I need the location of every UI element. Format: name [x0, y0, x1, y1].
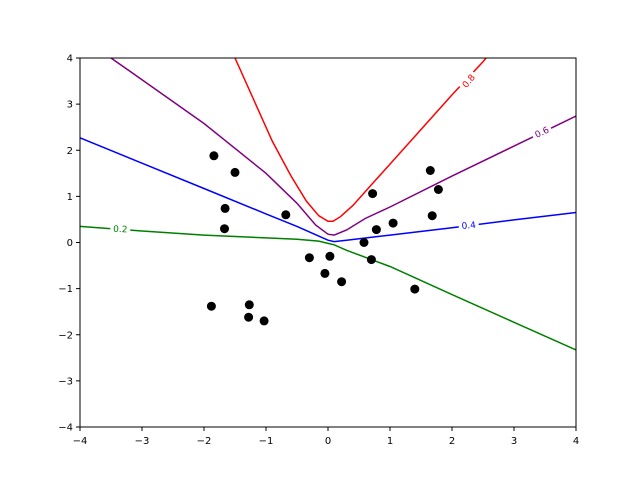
contour-label-gap-2 — [530, 122, 554, 142]
y-tick-label-8: 4 — [67, 54, 73, 65]
contour-label-0: 0.2 — [113, 225, 128, 236]
y-tick-label-6: 2 — [67, 146, 73, 157]
data-point-9 — [359, 238, 369, 247]
contour-label-group-0: 0.2 — [109, 222, 131, 236]
data-point-14 — [425, 166, 435, 175]
data-point-7 — [325, 251, 335, 261]
x-tick-label-4: 0 — [325, 436, 331, 447]
data-point-2 — [220, 203, 230, 213]
contour-lines — [80, 58, 576, 351]
contour-label-group-1: 0.4 — [458, 218, 480, 233]
data-point-1 — [230, 167, 240, 177]
y-tick-label-4: 0 — [67, 238, 73, 249]
data-point-11 — [368, 189, 378, 199]
data-point-4 — [281, 210, 291, 220]
x-tick-label-8: 4 — [573, 436, 579, 447]
contour-line-0 — [80, 225, 576, 351]
data-point-5 — [304, 253, 314, 263]
contour-label-gap-0 — [109, 222, 131, 236]
x-tick-label-5: 1 — [387, 436, 393, 447]
x-tick-label-6: 2 — [449, 436, 455, 447]
data-point-13 — [388, 218, 398, 228]
data-point-8 — [337, 277, 347, 287]
y-tick-label-2: −2 — [58, 330, 73, 341]
x-tick-label-1: −3 — [135, 436, 150, 447]
contour-line-1 — [80, 137, 576, 243]
data-point-15 — [427, 211, 437, 221]
data-point-17 — [410, 284, 420, 294]
contour-line-3 — [234, 58, 487, 223]
scatter-points — [206, 151, 443, 326]
data-point-18 — [206, 301, 216, 311]
contour-label-gap-3 — [457, 69, 480, 93]
x-tick-label-7: 3 — [511, 436, 517, 447]
data-point-19 — [244, 300, 254, 310]
y-tick-label-0: −4 — [58, 423, 73, 434]
data-point-20 — [244, 312, 254, 322]
y-tick-label-7: 3 — [67, 100, 73, 111]
contour-label-gap-1 — [458, 218, 480, 233]
contour-line-2 — [110, 58, 576, 236]
y-tick-label-5: 1 — [67, 192, 73, 203]
y-tick-label-3: −1 — [58, 284, 73, 295]
data-point-12 — [371, 225, 381, 235]
y-tick-label-1: −3 — [58, 376, 73, 387]
y-axis-ticks: −4 −3 −2 −1 0 1 2 3 4 — [58, 54, 80, 434]
x-tick-label-0: −4 — [73, 436, 88, 447]
x-tick-label-2: −2 — [197, 436, 212, 447]
x-tick-label-3: −1 — [259, 436, 274, 447]
data-point-10 — [366, 255, 376, 265]
data-point-16 — [433, 185, 443, 194]
plot-area — [80, 58, 576, 427]
data-point-21 — [259, 316, 269, 326]
contour-label-1: 0.4 — [461, 221, 476, 232]
data-point-3 — [220, 224, 229, 234]
data-point-0 — [209, 151, 219, 161]
x-axis-ticks: −4 −3 −2 −1 0 1 2 3 4 — [73, 427, 579, 447]
data-point-6 — [320, 268, 330, 278]
